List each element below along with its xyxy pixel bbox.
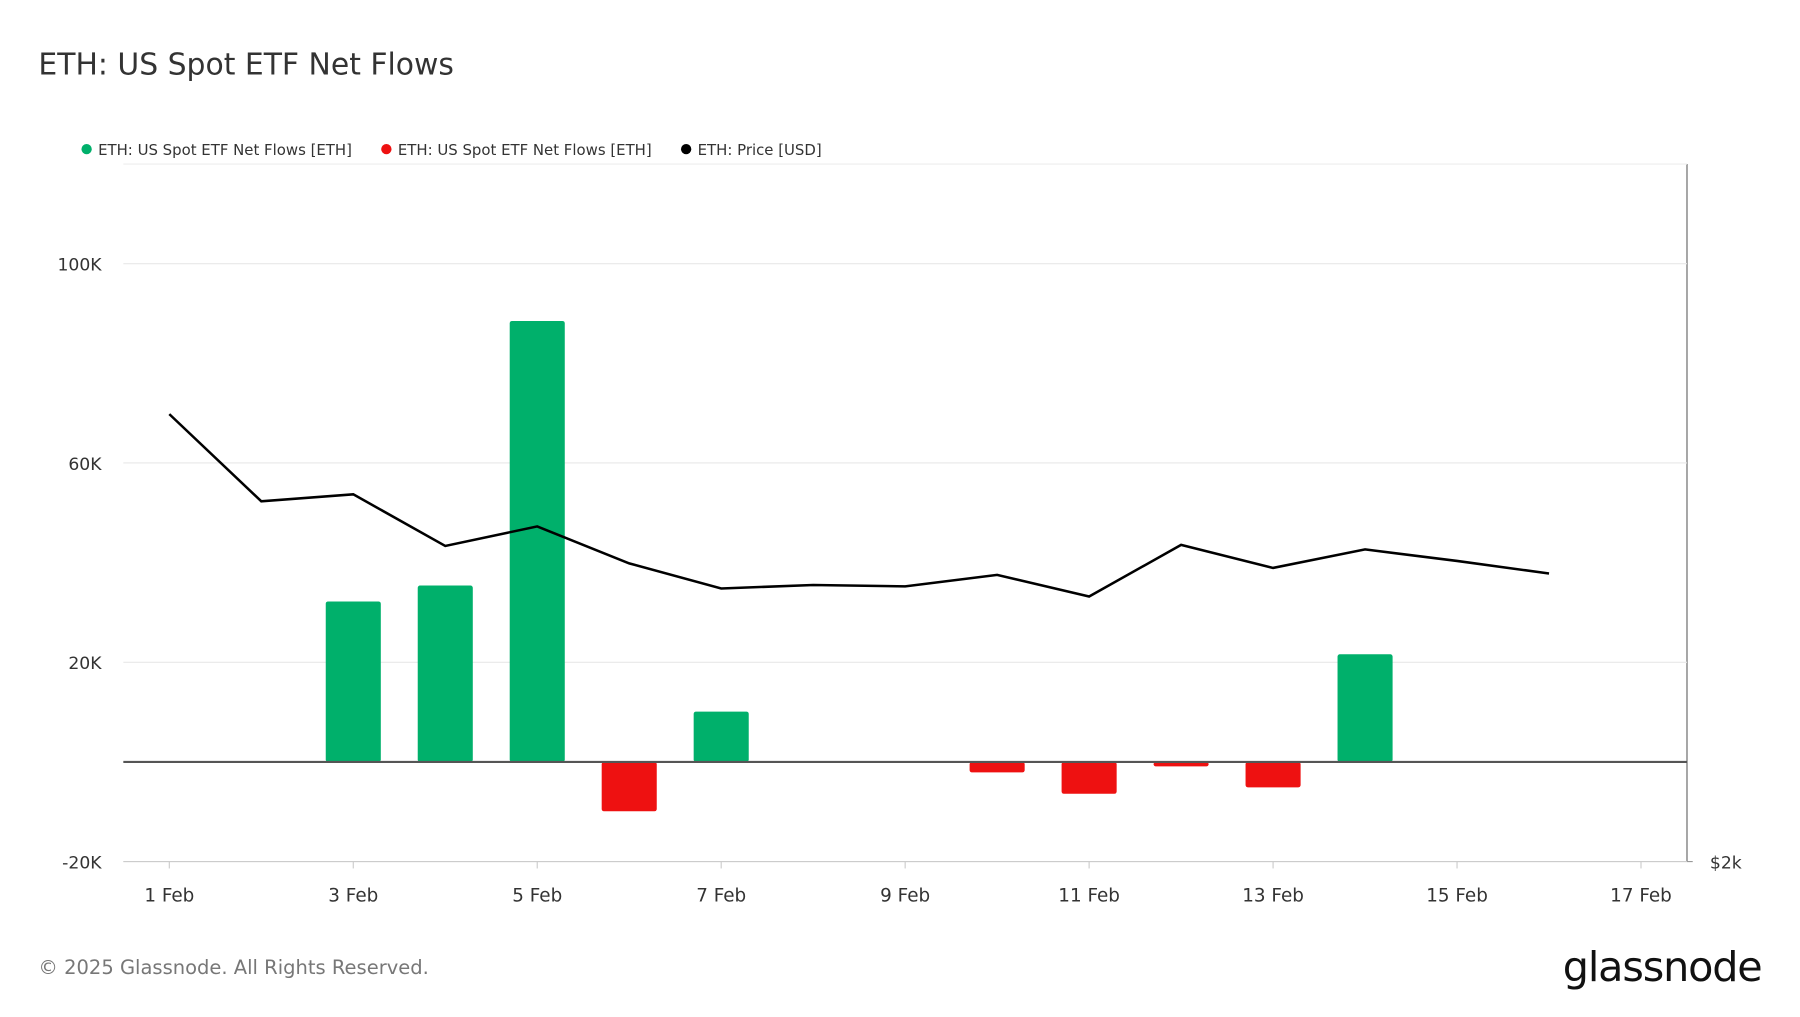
bar [1245, 761, 1301, 788]
bar [325, 601, 381, 762]
bar [1337, 654, 1393, 762]
brand-logo: glassnode [1563, 943, 1762, 991]
chart-title: ETH: US Spot ETF Net Flows [38, 48, 454, 83]
bar [509, 320, 565, 762]
bar [969, 761, 1025, 773]
bar [1153, 761, 1209, 767]
y-tick-label: 100K [57, 256, 102, 276]
bar [693, 711, 749, 762]
x-tick-label: 9 Feb [880, 886, 930, 907]
y-tick-label: -20K [62, 853, 102, 873]
bar [601, 761, 657, 812]
x-tick-label: 17 Feb [1610, 886, 1672, 907]
y2-tick-label: $2k [1710, 853, 1742, 873]
y-tick-label: 60K [68, 455, 102, 475]
x-tick-label: 5 Feb [512, 886, 562, 907]
y-tick-label: 20K [68, 654, 102, 674]
footer: © 2025 Glassnode. All Rights Reserved. [38, 956, 428, 979]
x-tick-label: 15 Feb [1426, 886, 1488, 907]
bar [1061, 761, 1117, 794]
legend-label: ETH: US Spot ETF Net Flows [ETH] [398, 141, 652, 159]
x-tick-label: 3 Feb [328, 886, 378, 907]
x-tick-label: 7 Feb [696, 886, 746, 907]
x-tick-label: 1 Feb [144, 886, 194, 907]
x-tick-label: 11 Feb [1058, 886, 1120, 907]
legend-label: ETH: Price [USD] [698, 141, 822, 159]
x-tick-label: 13 Feb [1242, 886, 1304, 907]
legend-marker [680, 143, 692, 155]
legend-marker [381, 143, 392, 155]
legend-label: ETH: US Spot ETF Net Flows [ETH] [98, 141, 352, 159]
bar [417, 585, 473, 762]
price-line [168, 413, 1550, 598]
legend-marker [81, 143, 92, 155]
